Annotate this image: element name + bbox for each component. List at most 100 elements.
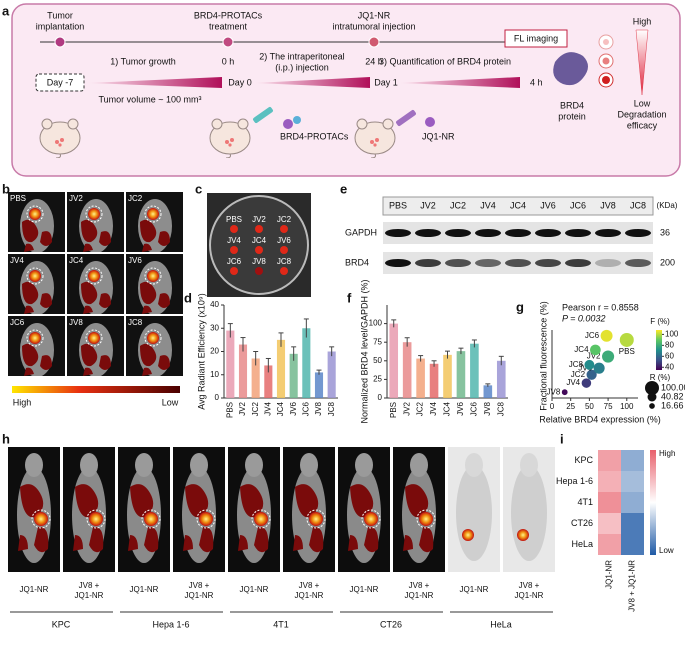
blot-band bbox=[535, 229, 561, 237]
group-label: JV8 bbox=[252, 257, 266, 266]
bubble bbox=[602, 350, 615, 363]
bar bbox=[496, 360, 506, 398]
y-tick-label: 50 bbox=[373, 356, 382, 365]
bar bbox=[470, 343, 479, 398]
group-label: JC2 bbox=[277, 215, 292, 224]
heatmap-cell bbox=[598, 450, 621, 471]
x-tick-label: JC6 bbox=[301, 401, 310, 416]
point-label: PBS bbox=[619, 347, 635, 356]
panel-label: e bbox=[340, 181, 347, 196]
colorbar-tick-label: 80 bbox=[665, 340, 674, 349]
y-axis-label: Avg Radiant Efficiency (x10⁹) bbox=[196, 293, 206, 410]
cell-line-label: 4T1 bbox=[273, 619, 289, 629]
blot-band bbox=[505, 259, 531, 267]
y-tick-label: 100 bbox=[369, 319, 383, 328]
group-label: JC4 bbox=[69, 256, 84, 265]
point-label: JV2 bbox=[587, 352, 601, 361]
phase-label: (i.p.) injection bbox=[275, 62, 329, 72]
bar bbox=[456, 351, 466, 398]
time-label: 4 h bbox=[530, 77, 543, 87]
size-legend-title: R (%) bbox=[650, 373, 671, 382]
blot-band bbox=[445, 259, 471, 267]
group-label: JV2 bbox=[252, 215, 266, 224]
x-tick-label: JV2 bbox=[402, 401, 411, 415]
heatmap-cell bbox=[621, 492, 644, 513]
bar bbox=[389, 323, 399, 398]
phase-label: 2) The intraperitoneal bbox=[259, 51, 344, 61]
organ-spot bbox=[255, 225, 263, 233]
condition-label: JQ1-NR bbox=[460, 585, 489, 594]
condition-label: JV8 + bbox=[519, 581, 540, 590]
x-tick-label: 100 bbox=[620, 402, 634, 411]
mouse-image bbox=[8, 447, 60, 572]
mouse-image bbox=[63, 447, 115, 572]
colorbar-high: High bbox=[659, 449, 675, 458]
unit-label: (KDa) bbox=[657, 201, 678, 210]
blot-band bbox=[565, 259, 591, 267]
organ-spot bbox=[230, 225, 238, 233]
bar bbox=[289, 353, 298, 398]
mouse-image bbox=[393, 447, 445, 572]
x-tick-label: JC8 bbox=[496, 401, 505, 416]
point-label: JV4 bbox=[566, 378, 580, 387]
y-axis-label: Fractional fluorescence (%) bbox=[538, 301, 548, 411]
mouse-image bbox=[338, 447, 390, 572]
column-label: JQ1-NR bbox=[605, 560, 614, 589]
x-tick-label: JV2 bbox=[238, 401, 247, 415]
group-label: JC8 bbox=[128, 318, 143, 327]
group-label: JV6 bbox=[277, 236, 291, 245]
group-label: JC2 bbox=[128, 194, 143, 203]
bubble bbox=[593, 362, 605, 374]
scale-low: Low bbox=[634, 98, 651, 108]
condition-label: JQ1-NR bbox=[295, 591, 324, 600]
day-box bbox=[35, 73, 85, 92]
molecule bbox=[425, 117, 435, 127]
scale-triangle bbox=[635, 29, 649, 96]
phase-label: 1) Tumor growth bbox=[110, 56, 176, 66]
marker bbox=[603, 39, 609, 45]
condition-label: JV8 + bbox=[299, 581, 320, 590]
y-tick-label: 0 bbox=[215, 393, 220, 402]
panel-label: a bbox=[2, 3, 10, 18]
bubble bbox=[590, 344, 601, 356]
row-label: GAPDH bbox=[345, 227, 377, 237]
group-label: JC6 bbox=[227, 257, 242, 266]
day-label: Day 1 bbox=[374, 77, 398, 87]
panel-label: h bbox=[2, 431, 10, 446]
heatmap-cell bbox=[621, 534, 644, 555]
condition-label: JQ1-NR bbox=[350, 585, 379, 594]
bubble bbox=[586, 369, 597, 380]
size-legend-label: 100.00 bbox=[661, 382, 685, 392]
y-tick-label: 30 bbox=[210, 323, 219, 332]
blot-band bbox=[595, 259, 621, 267]
step-label: JQ1-NR bbox=[358, 10, 391, 20]
blot-band bbox=[415, 259, 441, 267]
timeline-node bbox=[368, 36, 380, 48]
syringe bbox=[396, 110, 416, 126]
group-label: JC8 bbox=[277, 257, 292, 266]
group-label: PBS bbox=[10, 194, 26, 203]
blot-band bbox=[415, 229, 441, 237]
panel-label: d bbox=[184, 290, 192, 305]
blot-band bbox=[475, 229, 501, 237]
protein-label: protein bbox=[558, 111, 586, 121]
x-tick-label: JC4 bbox=[443, 401, 452, 416]
blot-band bbox=[565, 229, 591, 237]
mouse-image bbox=[283, 447, 335, 572]
timeline-node bbox=[54, 36, 66, 48]
x-tick-label: JV6 bbox=[289, 401, 298, 415]
cell-line-label: HeLa bbox=[490, 619, 512, 629]
cell-line-label: Hepa 1-6 bbox=[152, 619, 189, 629]
x-tick-label: JC2 bbox=[251, 401, 260, 416]
bar bbox=[443, 354, 452, 398]
bubble bbox=[600, 329, 613, 342]
drug-label: BRD4-PROTACs bbox=[280, 131, 349, 141]
blot-band bbox=[445, 229, 471, 237]
mouse-image bbox=[228, 447, 280, 572]
x-tick-label: 25 bbox=[566, 402, 575, 411]
x-tick-label: JV4 bbox=[263, 401, 272, 415]
brd4-protein bbox=[553, 52, 588, 86]
organ-spot bbox=[255, 267, 263, 275]
y-tick-label: 10 bbox=[210, 370, 219, 379]
